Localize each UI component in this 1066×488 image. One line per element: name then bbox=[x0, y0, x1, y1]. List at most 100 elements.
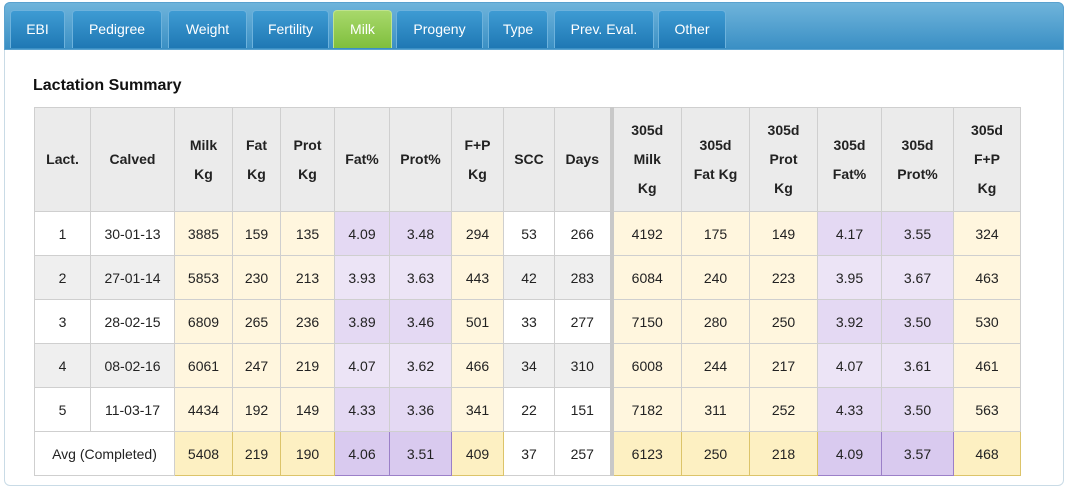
table-cell: 6061 bbox=[174, 343, 233, 388]
table-cell: 463 bbox=[953, 255, 1021, 300]
table-cell: 3.62 bbox=[389, 343, 452, 388]
table-cell: 310 bbox=[554, 343, 612, 388]
tab-milk[interactable]: Milk bbox=[333, 10, 392, 48]
table-cell: 28-02-15 bbox=[90, 299, 175, 344]
table-cell: 324 bbox=[953, 211, 1021, 256]
table-cell: 4192 bbox=[609, 211, 682, 256]
table-cell: 311 bbox=[681, 387, 750, 432]
table-cell: 244 bbox=[681, 343, 750, 388]
table-cell: 219 bbox=[280, 343, 335, 388]
table-cell: 3.89 bbox=[334, 299, 390, 344]
table-cell: 3.92 bbox=[817, 299, 882, 344]
table-cell: 213 bbox=[280, 255, 335, 300]
table-cell: 3.61 bbox=[881, 343, 954, 388]
table-cell: 530 bbox=[953, 299, 1021, 344]
table-cell: 5 bbox=[34, 387, 91, 432]
table-cell: 27-01-14 bbox=[90, 255, 175, 300]
column-header: 305d Milk Kg bbox=[609, 107, 682, 212]
table-row: 2 27-01-14 5853 230 213 3.93 3.63 443 42 283 6084 2… bbox=[34, 255, 1021, 300]
table-cell: 283 bbox=[554, 255, 612, 300]
table-cell: 257 bbox=[554, 431, 612, 476]
table-cell: 6123 bbox=[609, 431, 682, 476]
tab-other[interactable]: Other bbox=[658, 10, 726, 48]
table-cell: 341 bbox=[451, 387, 504, 432]
table-cell: 219 bbox=[232, 431, 281, 476]
column-header-line: Kg bbox=[977, 180, 997, 196]
table-cell: 443 bbox=[451, 255, 504, 300]
table-cell: 563 bbox=[953, 387, 1021, 432]
column-header: 305d Prot Kg bbox=[749, 107, 818, 212]
table-cell: 3 bbox=[34, 299, 91, 344]
tab-progeny[interactable]: Progeny bbox=[396, 10, 483, 48]
table-cell: 250 bbox=[681, 431, 750, 476]
table-cell: 252 bbox=[749, 387, 818, 432]
column-header-line: Fat% bbox=[832, 165, 867, 182]
table-cell: 3.50 bbox=[881, 387, 954, 432]
column-header-line: Kg bbox=[247, 165, 266, 182]
table-cell: 151 bbox=[554, 387, 612, 432]
table-cell: 2 bbox=[34, 255, 91, 300]
column-header-line: Prot% bbox=[400, 151, 441, 167]
table-cell: 175 bbox=[681, 211, 750, 256]
column-header-line: 305d bbox=[631, 122, 664, 138]
table-cell: 265 bbox=[232, 299, 281, 344]
table-cell: 6008 bbox=[609, 343, 682, 388]
table-cell: 3.63 bbox=[389, 255, 452, 300]
table-cell: 4.07 bbox=[817, 343, 882, 388]
column-header: Calved bbox=[90, 107, 175, 212]
table-cell: 3.93 bbox=[334, 255, 390, 300]
tab-fertility[interactable]: Fertility bbox=[252, 10, 329, 48]
column-header-line: Kg bbox=[194, 165, 213, 182]
tab-prev-eval[interactable]: Prev. Eval. bbox=[554, 10, 654, 48]
column-header-line: 305d bbox=[833, 136, 866, 153]
table-cell: 3.51 bbox=[389, 431, 452, 476]
table-cell: 3.36 bbox=[389, 387, 452, 432]
table-cell: 3.48 bbox=[389, 211, 452, 256]
table-header-row: Lact. Calved Milk Kg Fat Kg Prot Kg Fat% Prot% F+P… bbox=[34, 107, 1021, 212]
column-header-line: Kg bbox=[468, 165, 487, 182]
column-header: Days bbox=[554, 107, 612, 212]
table-cell: 34 bbox=[503, 343, 555, 388]
table-row: 4 08-02-16 6061 247 219 4.07 3.62 466 34 310 6008 2… bbox=[34, 343, 1021, 388]
tab-pedigree[interactable]: Pedigree bbox=[72, 10, 162, 48]
column-header-line: Days bbox=[565, 151, 599, 167]
table-cell: 266 bbox=[554, 211, 612, 256]
table-cell: 7150 bbox=[609, 299, 682, 344]
column-header: 305d Prot% bbox=[881, 107, 954, 212]
table-cell: 149 bbox=[280, 387, 335, 432]
column-header-line: 305d bbox=[971, 122, 1003, 138]
column-header-line: Prot bbox=[769, 151, 798, 167]
column-header-line: Milk bbox=[189, 136, 218, 153]
table-cell: 159 bbox=[232, 211, 281, 256]
tab-ebi[interactable]: EBI bbox=[10, 10, 65, 48]
tab-type[interactable]: Type bbox=[488, 10, 548, 48]
table-cell: 6084 bbox=[609, 255, 682, 300]
table-cell: 247 bbox=[232, 343, 281, 388]
table-cell: 218 bbox=[749, 431, 818, 476]
table-cell: 33 bbox=[503, 299, 555, 344]
column-header: F+P Kg bbox=[451, 107, 504, 212]
average-row-label: Avg (Completed) bbox=[34, 431, 175, 476]
table-cell: 468 bbox=[953, 431, 1021, 476]
table-cell: 53 bbox=[503, 211, 555, 256]
table-cell: 3885 bbox=[174, 211, 233, 256]
column-header: 305d F+P Kg bbox=[953, 107, 1021, 212]
column-header: Prot% bbox=[389, 107, 452, 212]
column-header-line: Kg bbox=[298, 165, 317, 182]
table-cell: 7182 bbox=[609, 387, 682, 432]
table-cell: 4 bbox=[34, 343, 91, 388]
tab-weight[interactable]: Weight bbox=[168, 10, 247, 48]
table-cell: 42 bbox=[503, 255, 555, 300]
table-cell: 5408 bbox=[174, 431, 233, 476]
table-cell: 5853 bbox=[174, 255, 233, 300]
table-cell: 4.07 bbox=[334, 343, 390, 388]
table-cell: 280 bbox=[681, 299, 750, 344]
table-cell: 3.46 bbox=[389, 299, 452, 344]
table-cell: 3.57 bbox=[881, 431, 954, 476]
table-cell: 135 bbox=[280, 211, 335, 256]
table-cell: 08-02-16 bbox=[90, 343, 175, 388]
column-header-line: Fat% bbox=[345, 151, 379, 167]
column-header-line: SCC bbox=[514, 151, 544, 167]
column-header-line: Fat Kg bbox=[693, 165, 738, 182]
column-header-line: Prot% bbox=[897, 165, 938, 182]
